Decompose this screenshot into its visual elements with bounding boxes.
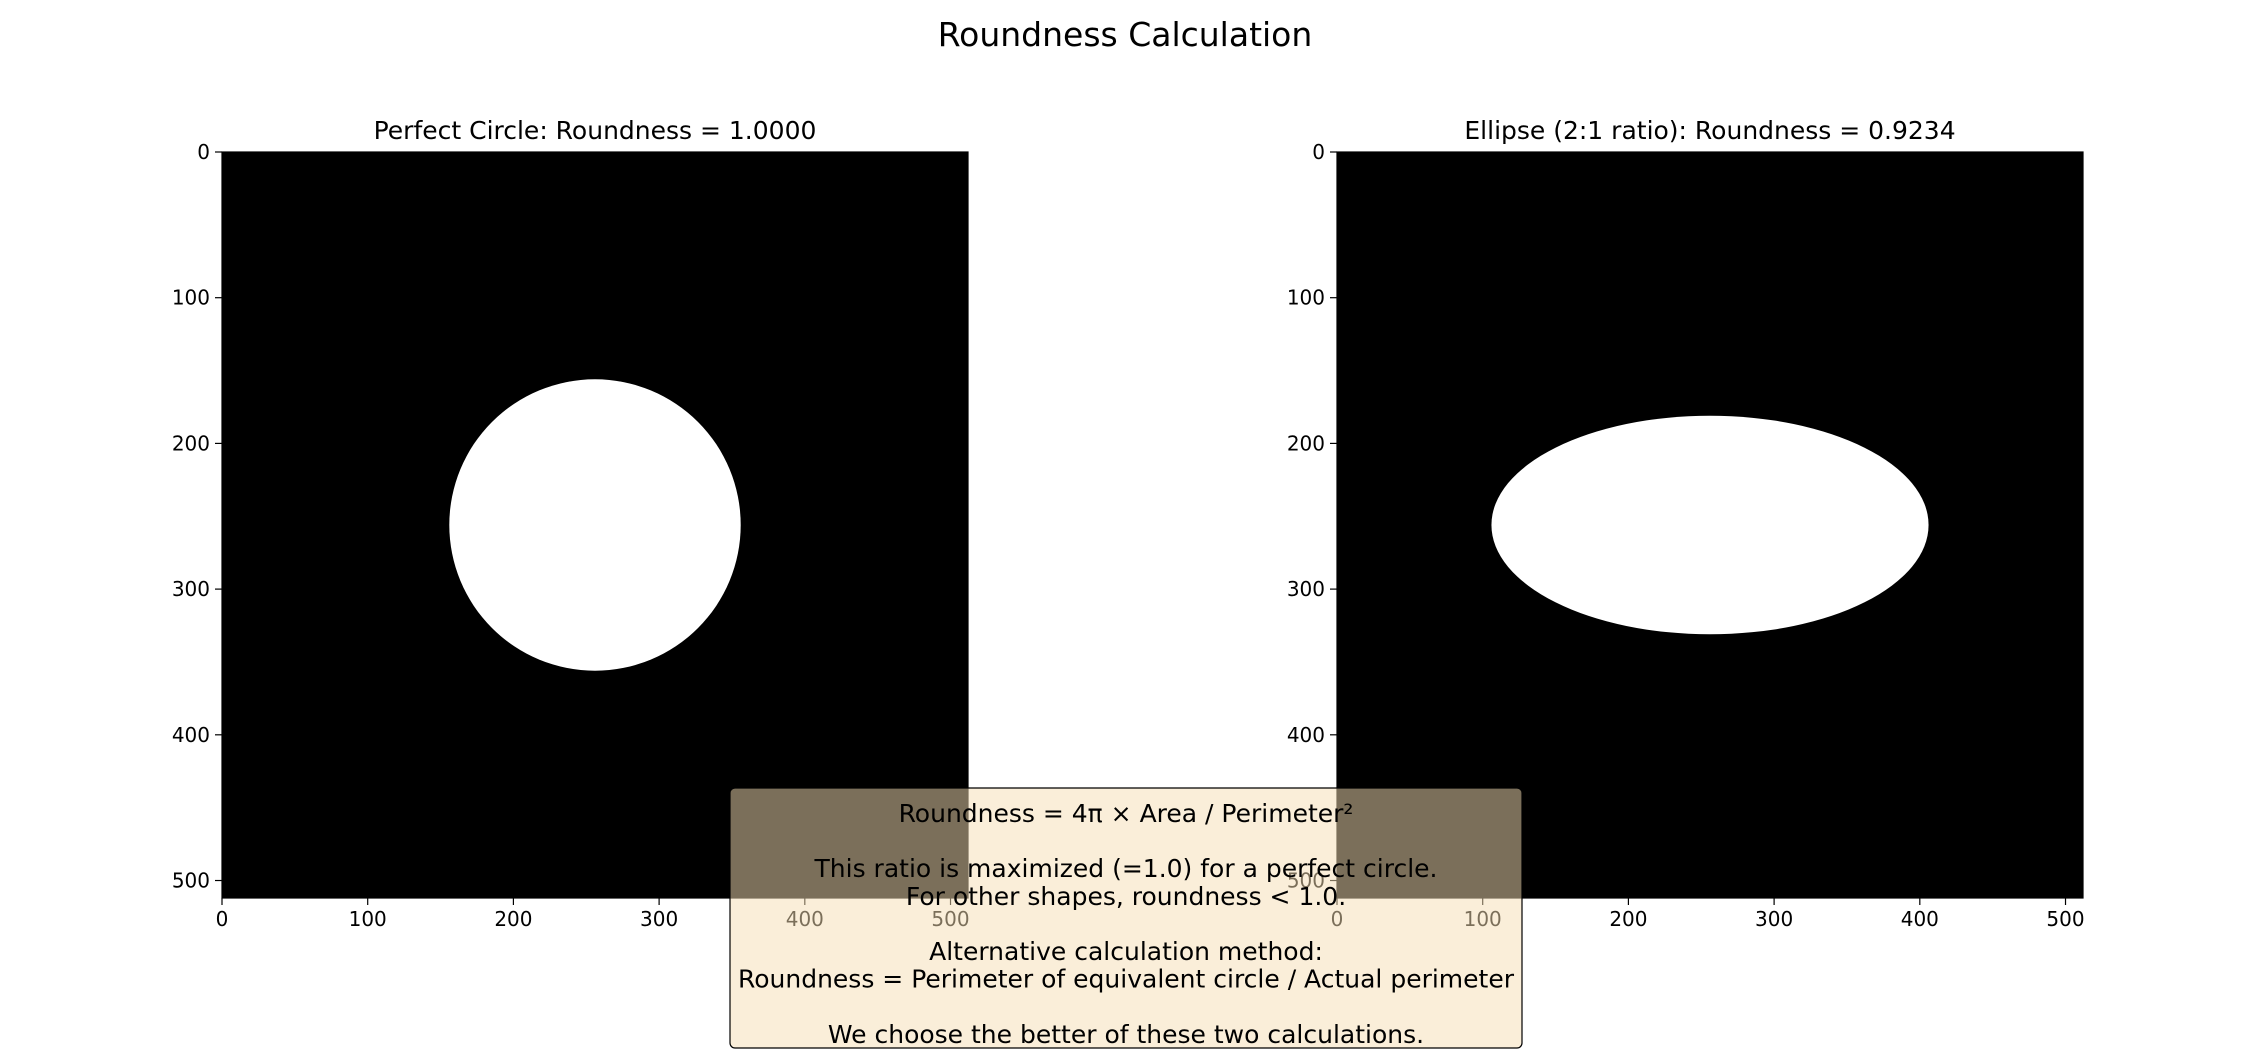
ellipse-x-tick-label: 200 xyxy=(1609,907,1647,931)
circle-x-tick-label: 100 xyxy=(349,907,387,931)
circle-x-tick-label: 200 xyxy=(494,907,532,931)
explanation-line: Alternative calculation method: xyxy=(929,937,1323,966)
ellipse-y-tick-label: 200 xyxy=(1287,431,1325,455)
explanation-line: For other shapes, roundness < 1.0. xyxy=(906,882,1346,911)
circle-y-tick-label: 200 xyxy=(172,431,210,455)
circle-y-tick-label: 300 xyxy=(172,577,210,601)
explanation-line: Roundness = 4π × Area / Perimeter² xyxy=(899,799,1354,828)
explanation-box-background xyxy=(729,787,1523,1049)
circle-y-tick-label: 500 xyxy=(172,869,210,893)
explanation-line: Roundness = Perimeter of equivalent circ… xyxy=(738,965,1515,994)
circle-x-tick-label: 0 xyxy=(216,907,229,931)
circle-y-tick-label: 100 xyxy=(172,286,210,310)
ellipse-axes-title: Ellipse (2:1 ratio): Roundness = 0.9234 xyxy=(1464,116,1955,145)
ellipse-y-tick-label: 100 xyxy=(1287,286,1325,310)
circle-shape xyxy=(449,379,741,671)
ellipse-shape xyxy=(1491,415,1929,635)
figure-title: Roundness Calculation xyxy=(938,15,1313,54)
ellipse-y-tick-label: 300 xyxy=(1287,577,1325,601)
circle-y-tick-label: 400 xyxy=(172,723,210,747)
circle-axes-title: Perfect Circle: Roundness = 1.0000 xyxy=(374,116,817,145)
circle-y-tick-label: 0 xyxy=(197,140,210,164)
circle-axes-frame xyxy=(221,151,969,899)
circle-image-axes: Perfect Circle: Roundness = 1.0000 0 100 2… xyxy=(172,116,970,931)
ellipse-x-tick-label: 500 xyxy=(2046,907,2084,931)
ellipse-y-tick-label: 0 xyxy=(1312,140,1325,164)
ellipse-x-tick-label: 300 xyxy=(1755,907,1793,931)
ellipse-y-tick-label: 400 xyxy=(1287,723,1325,747)
roundness-explanation-box: Roundness = 4π × Area / Perimeter² This r… xyxy=(729,787,1523,1049)
circle-x-tick-label: 300 xyxy=(640,907,678,931)
ellipse-axes-frame xyxy=(1336,151,2084,899)
explanation-line: This ratio is maximized (=1.0) for a per… xyxy=(814,854,1438,883)
ellipse-x-tick-label: 400 xyxy=(1901,907,1939,931)
explanation-line: We choose the better of these two calcul… xyxy=(828,1020,1424,1049)
ellipse-image-axes: Ellipse (2:1 ratio): Roundness = 0.9234 … xyxy=(1287,116,2085,931)
